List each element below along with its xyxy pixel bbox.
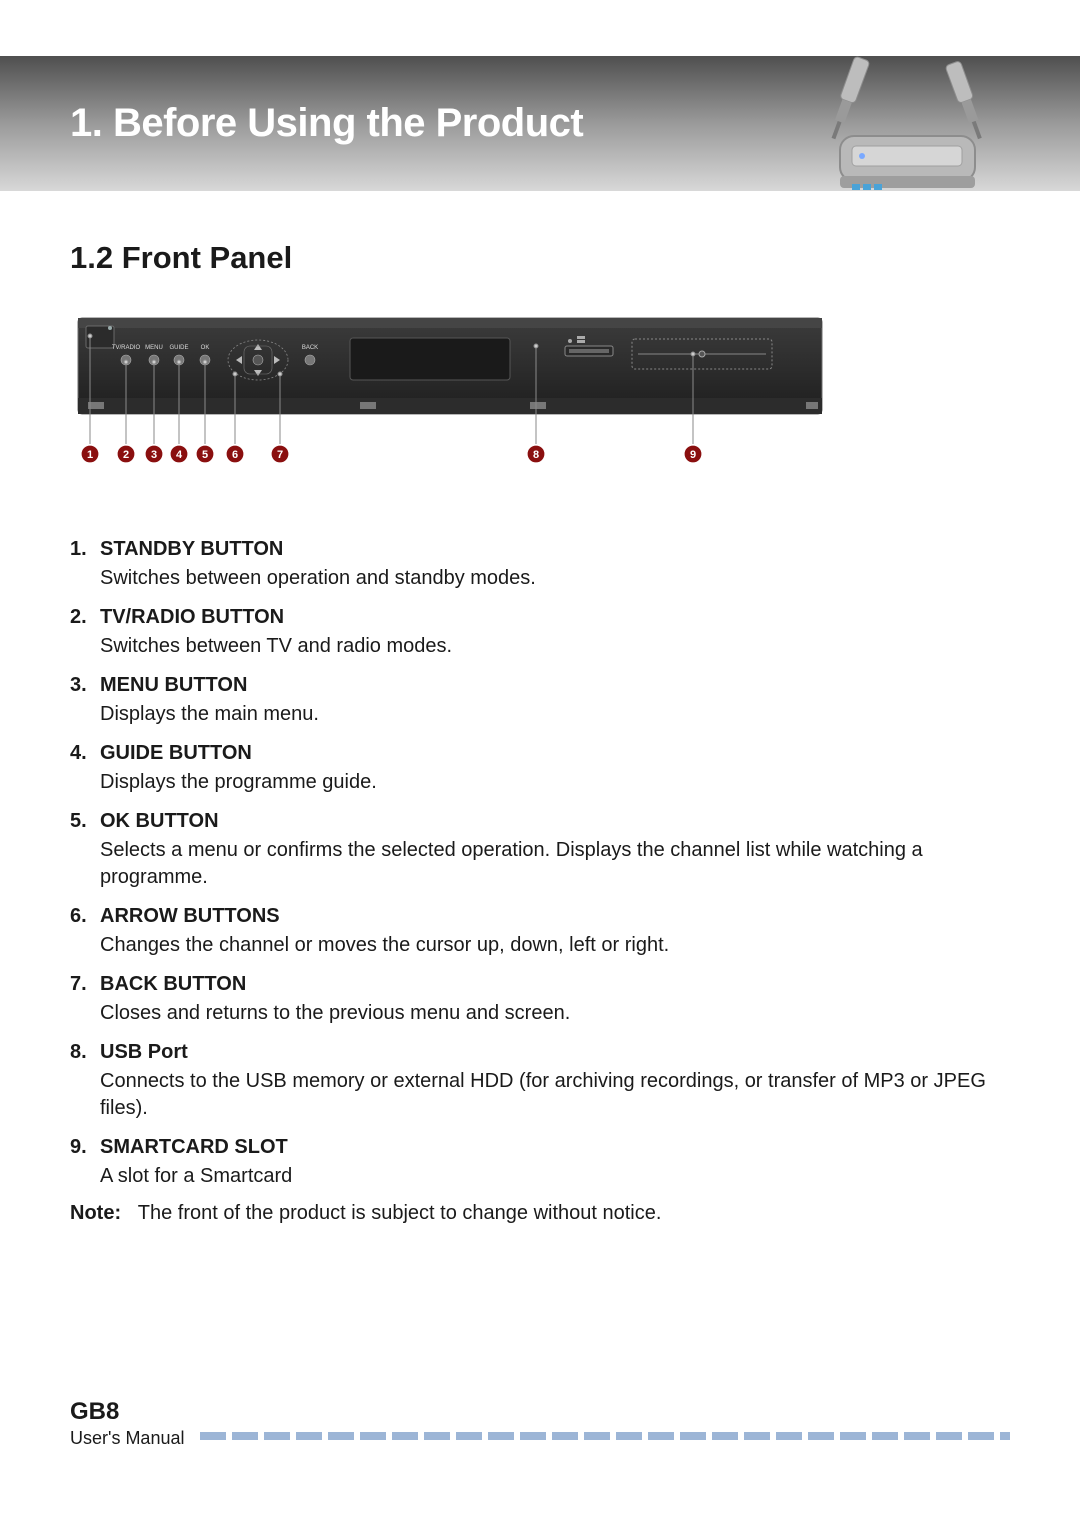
feature-item-desc: A slot for a Smartcard xyxy=(100,1161,1010,1190)
svg-text:9: 9 xyxy=(690,449,696,461)
feature-item-3: MENU BUTTONDisplays the main menu. xyxy=(70,672,1010,728)
feature-item-4: GUIDE BUTTONDisplays the programme guide… xyxy=(70,740,1010,796)
svg-text:6: 6 xyxy=(232,449,238,461)
feature-item-desc: Changes the channel or moves the cursor … xyxy=(100,930,1010,959)
svg-text:TV/RADIO: TV/RADIO xyxy=(112,345,141,351)
svg-text:1: 1 xyxy=(87,449,93,461)
feature-item-title: MENU BUTTON xyxy=(100,672,1010,699)
svg-text:5: 5 xyxy=(202,449,208,461)
note-line: Note: The front of the product is subjec… xyxy=(70,1202,1010,1225)
svg-text:BACK: BACK xyxy=(302,345,318,351)
svg-text:2: 2 xyxy=(123,449,129,461)
page-number: GB8 xyxy=(70,1398,1010,1426)
feature-item-desc: Displays the programme guide. xyxy=(100,767,1010,796)
feature-item-title: SMARTCARD SLOT xyxy=(100,1134,1010,1161)
svg-text:OK: OK xyxy=(201,345,210,351)
feature-item-title: GUIDE BUTTON xyxy=(100,740,1010,767)
feature-item-desc: Closes and returns to the previous menu … xyxy=(100,998,1010,1027)
feature-item-desc: Displays the main menu. xyxy=(100,699,1010,728)
feature-item-title: ARROW BUTTONS xyxy=(100,903,1010,930)
page-content: 1.2 Front Panel TV/RADIO MENU GUIDE OK BACK 1… xyxy=(70,240,1010,1225)
feature-item-6: ARROW BUTTONSChanges the channel or move… xyxy=(70,903,1010,959)
feature-item-desc: Switches between TV and radio modes. xyxy=(100,631,1010,660)
feature-item-7: BACK BUTTONCloses and returns to the pre… xyxy=(70,971,1010,1027)
feature-item-title: USB Port xyxy=(100,1039,1010,1066)
svg-text:3: 3 xyxy=(151,449,157,461)
chapter-title: 1. Before Using the Product xyxy=(70,101,583,146)
feature-item-1: STANDBY BUTTONSwitches between operation… xyxy=(70,536,1010,592)
feature-item-title: STANDBY BUTTON xyxy=(100,536,1010,563)
footer-dashes xyxy=(200,1432,1010,1440)
feature-item-desc: Switches between operation and standby m… xyxy=(100,563,1010,592)
feature-list: STANDBY BUTTONSwitches between operation… xyxy=(70,536,1010,1190)
feature-item-8: USB PortConnects to the USB memory or ex… xyxy=(70,1039,1010,1122)
feature-item-desc: Selects a menu or confirms the selected … xyxy=(100,835,1010,891)
feature-item-title: BACK BUTTON xyxy=(100,971,1010,998)
feature-item-title: TV/RADIO BUTTON xyxy=(100,604,1010,631)
device-icon xyxy=(810,26,1000,221)
feature-item-desc: Connects to the USB memory or external H… xyxy=(100,1066,1010,1122)
svg-text:7: 7 xyxy=(277,449,283,461)
svg-text:8: 8 xyxy=(533,449,539,461)
feature-item-5: OK BUTTONSelects a menu or confirms the … xyxy=(70,808,1010,891)
feature-item-title: OK BUTTON xyxy=(100,808,1010,835)
note-text: The front of the product is subject to c… xyxy=(138,1202,662,1224)
svg-text:4: 4 xyxy=(176,449,183,461)
feature-item-9: SMARTCARD SLOTA slot for a Smartcard xyxy=(70,1134,1010,1190)
chapter-header: 1. Before Using the Product xyxy=(0,56,1080,191)
feature-item-2: TV/RADIO BUTTONSwitches between TV and r… xyxy=(70,604,1010,660)
page-footer: GB8 User's Manual xyxy=(70,1398,1010,1449)
section-title: 1.2 Front Panel xyxy=(70,240,1010,276)
front-panel-diagram: TV/RADIO MENU GUIDE OK BACK 1 2 3 4 5 6 7 8 9 xyxy=(70,316,1010,486)
svg-text:MENU: MENU xyxy=(145,345,163,351)
note-label: Note: xyxy=(70,1202,121,1224)
svg-text:GUIDE: GUIDE xyxy=(169,345,188,351)
